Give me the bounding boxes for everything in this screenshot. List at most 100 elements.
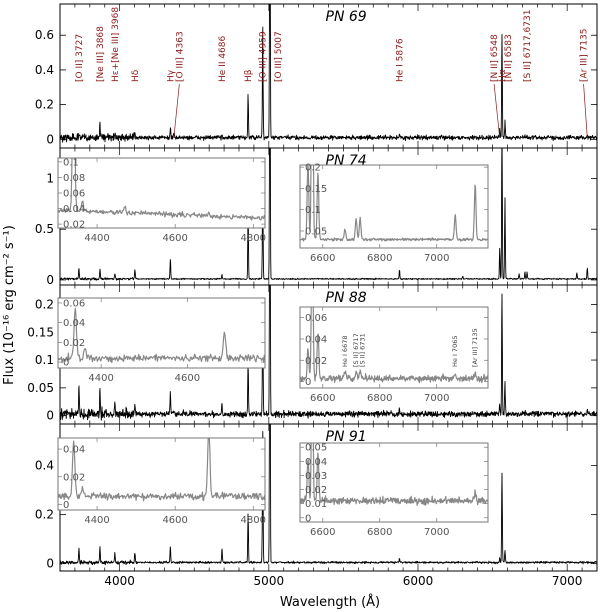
- y-tick-label: 0: [46, 132, 54, 146]
- inset-y-tick-label: 0.1: [305, 205, 321, 216]
- inset-frame: [57, 437, 266, 511]
- panel-title: PN 91: [326, 429, 367, 445]
- line-id-label: Hδ: [131, 69, 141, 82]
- y-tick-label: 0.2: [35, 98, 54, 112]
- panel-3: 0 0.2 0.4 PN 91 0 0.02 0.04 4400 4600 4800 0 0.01 0.…: [35, 423, 598, 572]
- inset-spectrum-line: [58, 438, 265, 502]
- inset-spectrum-group: [300, 307, 488, 384]
- inset-0: 0 0.02 0.04 0.06 4400 4600: [57, 297, 266, 384]
- y-tick-label: 0.5: [35, 222, 54, 236]
- line-id-label: Hε+[Ne III] 3968: [111, 7, 121, 82]
- x-tick-label: 5000: [254, 574, 285, 588]
- inset-x-tick-label: 6600: [310, 393, 335, 404]
- inset-y-tick-label: 0.05: [305, 443, 327, 454]
- inset-frame: [57, 157, 266, 229]
- inset-spectrum-line: [300, 443, 488, 506]
- line-id-label: [N II] 6583: [504, 34, 514, 82]
- inset-y-tick-label: 0: [305, 377, 311, 388]
- inset-y-tick-label: 0.02: [63, 220, 85, 231]
- inset-x-tick-label: 4400: [84, 515, 109, 526]
- panel-spectrum-group: [60, 424, 597, 566]
- inset-y-tick-label: 0.08: [63, 173, 85, 184]
- line-id-label: [O III] 4363: [175, 31, 185, 82]
- line-id-label: [O III] 4959: [259, 31, 269, 82]
- line-id-label: Hα: [498, 69, 508, 82]
- line-id-leader: [583, 83, 588, 139]
- inset-y-tick-label: 0.04: [305, 457, 327, 468]
- inset-y-tick-label: 0.2: [305, 163, 321, 174]
- inset-y-tick-label: 0: [63, 500, 69, 511]
- line-id-label: [N II] 6548: [490, 34, 500, 82]
- inset-line-id-label: [Ar III] 7135: [471, 328, 479, 367]
- inset-frame-border: [299, 442, 489, 523]
- inset-spectrum-line: [300, 165, 488, 242]
- panel-title: PN 69: [326, 9, 367, 25]
- inset-frame: [299, 442, 489, 523]
- panel-0: 0 0.2 0.4 0.6 PN 69 [O II] 3727 [Ne III] 3868 H…: [35, 3, 598, 149]
- inset-y-tick-label: 0.1: [63, 157, 79, 168]
- line-id-label: Hβ: [244, 69, 254, 82]
- panel-spectrum-group: [60, 148, 597, 281]
- inset-x-tick-label: 4400: [88, 373, 113, 384]
- inset-x-tick-label: 6800: [367, 393, 392, 404]
- y-tick-label: 0: [46, 273, 54, 287]
- panel-spectrum-group: [60, 285, 597, 421]
- inset-line-id-label: [S II] 6731: [359, 333, 367, 367]
- inset-x-tick-label: 4400: [84, 233, 109, 244]
- inset-frame: [299, 164, 489, 249]
- spectrum-line: [60, 4, 597, 143]
- y-tick-label: 0.1: [35, 353, 54, 367]
- x-tick-label: 7000: [552, 574, 583, 588]
- y-axis-label: Flux (10⁻¹⁶ erg cm⁻² s⁻¹): [2, 225, 17, 385]
- inset-x-tick-label: 7000: [424, 527, 449, 538]
- inset-y-tick-label: 0.05: [305, 226, 327, 237]
- inset-frame-border: [299, 306, 489, 389]
- spectrum-line: [60, 424, 597, 566]
- line-id-label: He II 4686: [218, 35, 228, 82]
- inset-y-tick-label: 0.03: [305, 471, 327, 482]
- inset-0: 0.02 0.04 0.06 0.08 0.1 4400 4600 4800: [57, 157, 266, 244]
- x-tick-label: 6000: [403, 574, 434, 588]
- inset-spectrum-line: [58, 158, 265, 221]
- y-tick-label: 1: [46, 171, 54, 185]
- inset-y-tick-label: 0.04: [63, 318, 85, 329]
- line-id-label: [Ar III] 7135: [580, 29, 590, 82]
- y-tick-label: 0.6: [35, 28, 54, 42]
- inset-x-tick-label: 6600: [310, 527, 335, 538]
- inset-line-id-label: [S II] 6717: [352, 333, 360, 367]
- panel-2: 0 0.05 0.1 0.15 0.2 PN 88 0 0.02 0.04 0.06 4400 460…: [27, 284, 598, 425]
- y-tick-label: 0: [46, 409, 54, 423]
- inset-0: 0 0.02 0.04 4400 4600 4800: [57, 437, 266, 526]
- line-id-label: [Ne III] 3868: [96, 26, 106, 82]
- inset-x-tick-label: 6800: [367, 253, 392, 264]
- inset-spectrum-group: [58, 438, 265, 502]
- inset-1: 0 0.01 0.02 0.03 0.04 0.05 6600 6800 7000: [299, 442, 489, 538]
- y-tick-label: 0.4: [35, 63, 54, 77]
- inset-y-tick-label: 0.06: [63, 189, 85, 200]
- inset-1: 0.05 0.1 0.15 0.2 6600 6800 7000: [299, 163, 489, 264]
- y-tick-label: 0.2: [35, 297, 54, 311]
- inset-spectrum-line: [300, 307, 488, 384]
- panel-title: PN 88: [326, 290, 367, 306]
- inset-spectrum-group: [58, 158, 265, 221]
- inset-frame-border: [57, 297, 266, 369]
- y-tick-label: 0.15: [27, 325, 54, 339]
- inset-y-tick-label: 0.04: [63, 204, 85, 215]
- x-axis-label: Wavelength (Å): [280, 594, 380, 610]
- inset-y-tick-label: 0: [63, 358, 69, 369]
- inset-x-tick-label: 4600: [162, 515, 187, 526]
- inset-x-tick-label: 4600: [162, 233, 187, 244]
- line-id-label: [O II] 3727: [75, 34, 85, 82]
- inset-frame-border: [299, 164, 489, 249]
- inset-line-id-label: He I 7065: [451, 336, 459, 367]
- inset-spectrum-group: [300, 443, 488, 506]
- line-id-label: [S II] 6717,6731: [523, 10, 533, 82]
- inset-spectrum-group: [300, 165, 488, 242]
- inset-x-tick-label: 4800: [241, 233, 266, 244]
- y-tick-label: 0.05: [27, 381, 54, 395]
- inset-line-id-label: He I 6678: [341, 336, 349, 367]
- inset-spectrum-line: [58, 307, 265, 364]
- line-id-label: Hγ: [166, 69, 176, 82]
